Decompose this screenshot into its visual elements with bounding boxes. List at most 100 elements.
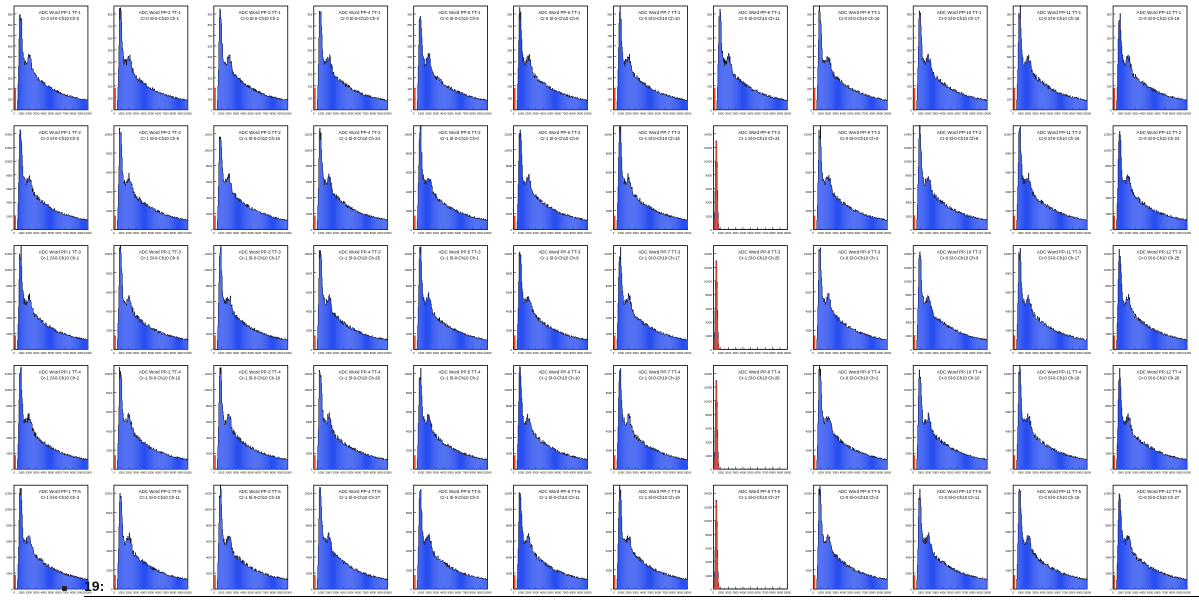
histogram-bar: [1174, 217, 1175, 229]
histogram-bar: [1076, 218, 1077, 230]
histogram-bar: [270, 215, 271, 229]
histogram-bar: [939, 80, 940, 110]
histogram-bar: [1179, 219, 1180, 229]
histogram-bar: [547, 86, 548, 110]
histogram-bar: [651, 209, 652, 229]
histogram-bar: [634, 195, 635, 229]
histogram-bar: [225, 179, 226, 229]
histogram-bar: [263, 94, 264, 110]
histogram-bar: [271, 216, 272, 230]
histogram-bar: [666, 214, 667, 230]
histogram-bar: [447, 87, 448, 109]
histogram-bar: [276, 219, 277, 230]
x-tick-label: 5000: [1047, 111, 1054, 115]
histogram-bar: [886, 101, 887, 110]
x-tick-label: 3000: [333, 351, 340, 355]
histogram-bar: [429, 180, 430, 230]
histogram-bar: [183, 340, 184, 350]
pedestal-bar: [214, 335, 216, 349]
histogram-bar: [1076, 218, 1077, 230]
histogram-bar: [385, 219, 386, 230]
histogram-bar: [885, 100, 886, 110]
histogram-bar: [471, 96, 472, 110]
y-tick-label: 8000: [306, 271, 313, 275]
x-tick-label: 10000: [384, 111, 392, 115]
histogram-bar: [965, 216, 966, 230]
histogram-bar: [145, 326, 146, 350]
histogram-bar: [831, 63, 832, 109]
histogram-bar: [226, 298, 227, 349]
histogram-bar: [22, 52, 23, 110]
histogram-bar: [447, 86, 448, 110]
histogram-bar: [1026, 179, 1027, 230]
histogram-bar: [26, 305, 27, 350]
x-tick-label: 5000: [48, 231, 55, 235]
pedestal-bar: [14, 216, 16, 230]
histogram-bar: [544, 82, 545, 110]
histogram-bar: [982, 99, 983, 109]
histogram-bar: [156, 92, 157, 110]
histogram-bar: [838, 198, 839, 229]
x-tick-label: 4000: [740, 111, 747, 115]
histogram-bar: [1132, 190, 1133, 230]
histogram-bar: [53, 210, 54, 230]
histogram-bar: [47, 87, 48, 109]
histogram-bar: [975, 99, 976, 110]
x-tick-label: 1000: [218, 351, 225, 355]
histogram-bar: [1049, 86, 1050, 110]
histogram-bar: [875, 98, 876, 110]
histogram-bar: [477, 98, 478, 110]
histogram-bar: [365, 214, 366, 230]
histogram-bar: [66, 335, 67, 350]
histogram-bar: [967, 216, 968, 229]
histogram-bar: [623, 64, 624, 110]
histogram-bar: [479, 99, 480, 110]
histogram-bar: [149, 88, 150, 110]
histogram-bar: [45, 205, 46, 230]
histogram-bar: [468, 216, 469, 229]
histogram-bar: [1136, 199, 1137, 230]
histogram-bar: [80, 339, 81, 349]
histogram-bar: [378, 219, 379, 230]
histogram-bar: [863, 213, 864, 230]
y-tick-label: 900: [607, 13, 612, 17]
histogram-bar: [558, 213, 559, 230]
histogram-bar: [650, 206, 651, 229]
y-tick-label: 700: [707, 24, 712, 28]
histogram-bar: [54, 331, 55, 349]
histogram-bar: [657, 212, 658, 230]
histogram-bar: [147, 326, 148, 350]
histogram-bar: [440, 201, 441, 230]
histogram-bar: [637, 79, 638, 110]
histogram-bar: [28, 179, 29, 230]
histogram-bar: [761, 94, 762, 110]
histogram-bar: [622, 53, 623, 110]
histogram-bar: [149, 206, 150, 229]
histogram-bar: [758, 92, 759, 110]
histogram-bar: [35, 197, 36, 230]
histogram-bar: [268, 335, 269, 349]
x-tick-label: 7000: [1062, 111, 1069, 115]
histogram-bar: [86, 100, 87, 110]
histogram-bar: [1119, 20, 1120, 110]
histogram-bar: [861, 94, 862, 109]
y-tick-label: 2000: [206, 212, 213, 216]
histogram-bar: [340, 81, 341, 110]
histogram-bar: [1034, 74, 1035, 110]
x-tick-label: 3000: [932, 111, 939, 115]
histogram-bar: [1047, 204, 1048, 229]
histogram-bar: [243, 202, 244, 229]
histogram-bar: [1186, 219, 1187, 229]
histogram-bar: [1019, 130, 1020, 230]
histogram-bar: [55, 211, 56, 230]
histogram-bar: [921, 26, 922, 110]
histogram-bar: [975, 217, 976, 229]
histogram-bar: [475, 218, 476, 229]
y-tick-label: 12000: [904, 146, 912, 150]
histogram-bar: [156, 211, 157, 230]
histogram-bar: [577, 218, 578, 230]
x-tick-label: 3000: [1132, 231, 1139, 235]
histogram-bar: [70, 335, 71, 350]
histogram-bar: [1037, 201, 1038, 230]
